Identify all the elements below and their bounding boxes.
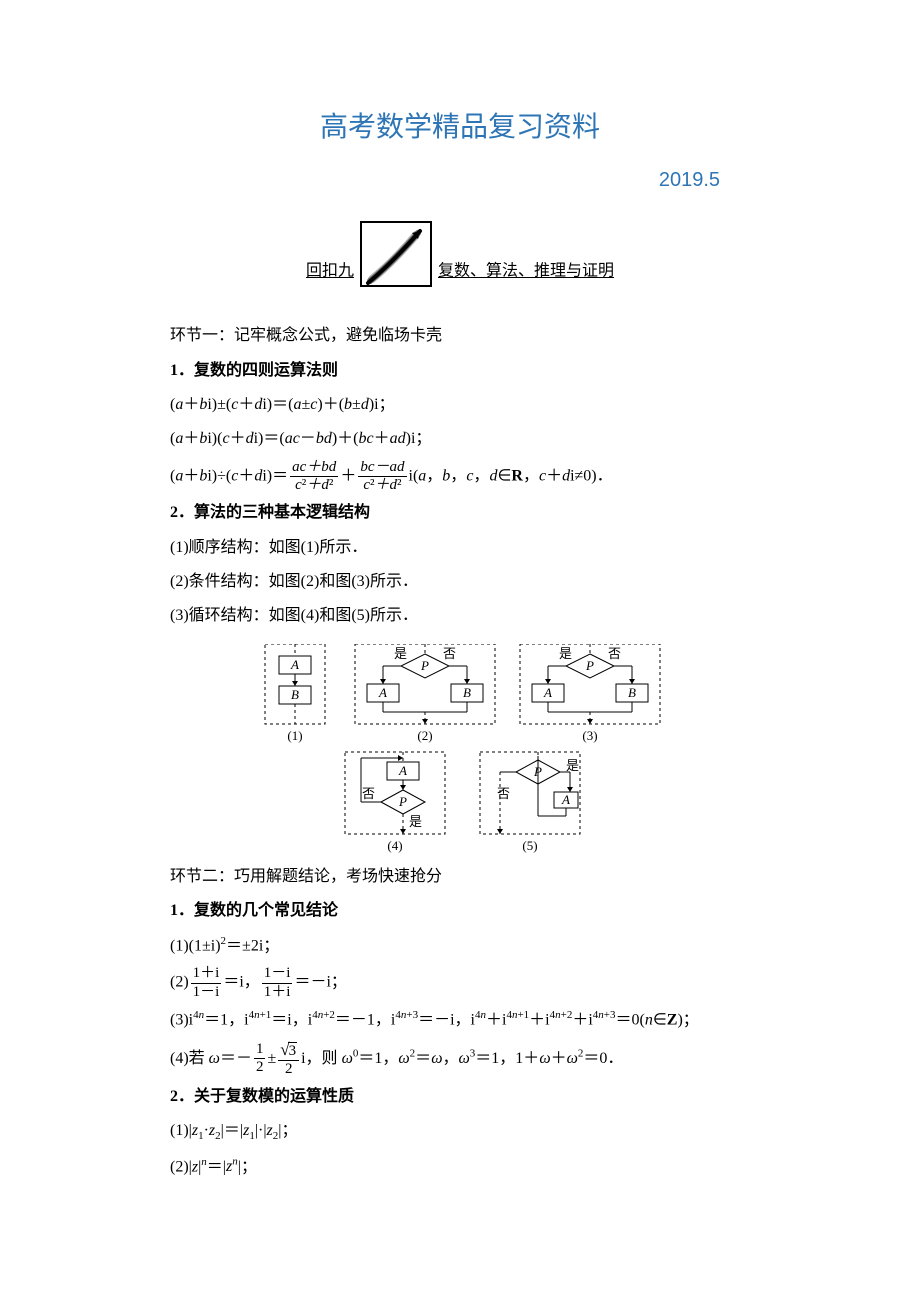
struct-2: (2)条件结构：如图(2)和图(3)所示． xyxy=(170,567,750,597)
arrow-icon xyxy=(360,221,432,287)
struct-1: (1)顺序结构：如图(1)所示． xyxy=(170,533,750,563)
section-2: 环节二：巧用解题结论，考场快速抢分 1．复数的几个常见结论 (1)(1±i)2＝… xyxy=(170,862,750,1182)
svg-text:是: 是 xyxy=(409,814,422,829)
svg-text:是: 是 xyxy=(559,646,572,661)
svg-text:A: A xyxy=(543,685,552,700)
frac2-num: bc－ad xyxy=(360,459,404,475)
svg-text:B: B xyxy=(628,685,636,700)
svg-text:A: A xyxy=(378,685,387,700)
svg-text:B: B xyxy=(463,685,471,700)
section-1: 环节一：记牢概念公式，避免临场卡壳 1．复数的四则运算法则 (a＋bi)±(c＋… xyxy=(170,321,750,632)
mod-1: (1)|z1·z2|＝|z1|·|z2|； xyxy=(170,1116,750,1147)
svg-text:P: P xyxy=(420,658,429,673)
svg-text:是: 是 xyxy=(566,758,579,773)
mod-2: (2)|z|n＝|zn|； xyxy=(170,1152,750,1183)
eq-div: (a＋bi)÷(c＋di)＝ac＋bdc²＋d²＋bc－adc²＋d²i(a，b… xyxy=(170,459,750,495)
page-title: 高考数学精品复习资料 xyxy=(170,100,750,153)
svg-text:A: A xyxy=(561,792,570,807)
page-date: 2019.5 xyxy=(170,161,750,199)
h1-conclusions: 1．复数的几个常见结论 xyxy=(170,896,750,926)
chapter-prefix: 回扣九 xyxy=(306,263,354,280)
svg-text:B: B xyxy=(291,687,299,702)
svg-text:(1): (1) xyxy=(287,728,302,743)
svg-text:(3): (3) xyxy=(582,728,597,743)
svg-text:否: 否 xyxy=(497,786,510,801)
struct-3: (3)循环结构：如图(4)和图(5)所示． xyxy=(170,601,750,631)
svg-text:P: P xyxy=(585,658,594,673)
h1-complex-ops: 1．复数的四则运算法则 xyxy=(170,356,750,386)
svg-text:(2): (2) xyxy=(417,728,432,743)
svg-text:A: A xyxy=(290,657,299,672)
svg-text:否: 否 xyxy=(362,786,375,801)
frac1-num: ac＋bd xyxy=(292,459,336,475)
svg-text:是: 是 xyxy=(394,646,407,661)
conc-2: (2)1＋i1－i＝i，1－i1＋i＝－i； xyxy=(170,965,750,1001)
eq-mul: (a＋bi)(c＋di)＝(ac－bd)＋(bc＋ad)i； xyxy=(170,424,750,454)
svg-text:A: A xyxy=(398,763,407,778)
h2-modulus: 2．关于复数模的运算性质 xyxy=(170,1082,750,1112)
conc-3: (3)i4n＝1，i4n+1＝i，i4n+2＝－1，i4n+3＝－i，i4n＋i… xyxy=(170,1005,750,1036)
svg-text:否: 否 xyxy=(608,646,621,661)
flowchart-diagrams: A B (1) P 是 否 A B (2) P 是 否 xyxy=(170,644,750,854)
chapter-suffix: 复数、算法、推理与证明 xyxy=(438,263,614,280)
eq-add-sub: (a＋bi)±(c＋di)＝(a±c)＋(b±d)i； xyxy=(170,390,750,420)
svg-text:(4): (4) xyxy=(387,838,402,853)
svg-text:(5): (5) xyxy=(522,838,537,853)
section2-heading: 环节二：巧用解题结论，考场快速抢分 xyxy=(170,862,750,892)
svg-text:否: 否 xyxy=(443,646,456,661)
section1-heading: 环节一：记牢概念公式，避免临场卡壳 xyxy=(170,321,750,351)
conc-1: (1)(1±i)2＝±2i； xyxy=(170,931,750,962)
h2-algorithm: 2．算法的三种基本逻辑结构 xyxy=(170,498,750,528)
conc-4: (4)若 ω＝－12±√32i，则 ω0＝1，ω2＝ω，ω3＝1，1＋ω＋ω2＝… xyxy=(170,1040,750,1079)
chapter-heading: 回扣九 复数、算法、推理与证明 xyxy=(170,221,750,287)
svg-text:P: P xyxy=(398,794,407,809)
